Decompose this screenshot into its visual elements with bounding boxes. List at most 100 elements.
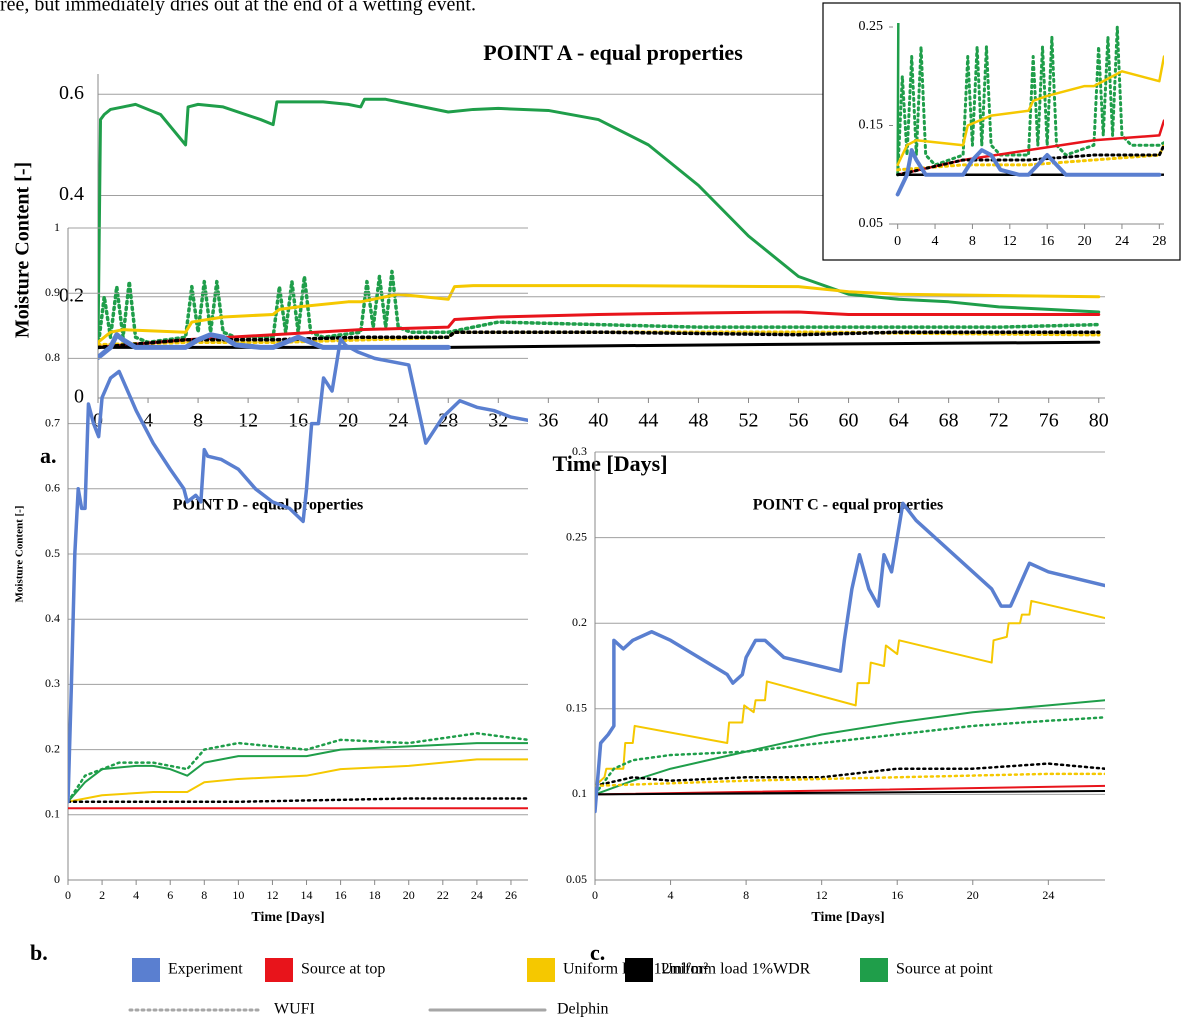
series-line	[68, 732, 528, 804]
x-tick-label: 26	[505, 888, 517, 902]
x-tick-label: 64	[889, 410, 909, 432]
series-line	[68, 742, 528, 803]
y-tick-label: 0.25	[566, 529, 587, 543]
series-line	[896, 143, 1164, 177]
series-line	[595, 716, 1105, 796]
x-tick-label: 16	[891, 888, 903, 902]
series-line	[895, 148, 1162, 197]
x-axis-label: Time [Days]	[552, 451, 667, 476]
x-tick-label: 6	[167, 888, 173, 902]
x-tick-label: 44	[638, 410, 658, 432]
x-tick-label: 2	[99, 888, 105, 902]
legend-label: Delphin	[557, 1001, 609, 1018]
series-line	[595, 501, 1105, 814]
series-line	[896, 55, 1164, 167]
legend-label: WUFI	[274, 1001, 315, 1018]
x-tick-label: 52	[738, 410, 758, 432]
x-tick-label: 20	[338, 410, 358, 432]
x-tick-label: 8	[969, 234, 976, 249]
legend-label: Uniform load 1%WDR	[661, 961, 811, 978]
x-tick-label: 60	[839, 410, 859, 432]
x-tick-label: 20	[403, 888, 415, 902]
legend-label: Source at top	[301, 961, 385, 978]
x-tick-label: 24	[388, 410, 408, 432]
x-tick-label: 4	[133, 888, 139, 902]
x-tick-label: 8	[743, 888, 749, 902]
chart: 00.10.20.30.40.50.60.70.80.910 2 4 6 8 10 12 14…	[14, 220, 528, 965]
x-tick-label: 28	[1152, 234, 1166, 249]
series-line	[896, 143, 1164, 172]
y-tick-label: 0.25	[859, 19, 884, 34]
x-tick-label: 24	[1042, 888, 1054, 902]
x-tick-label: 0	[93, 410, 103, 432]
y-tick-label: 0	[74, 386, 84, 408]
legend-swatch	[132, 958, 160, 982]
series-line	[595, 762, 1105, 788]
y-tick-label: 0.6	[45, 481, 60, 495]
y-tick-label: 0.6	[59, 82, 84, 104]
x-tick-label: 72	[989, 410, 1009, 432]
y-tick-label: 0.8	[45, 350, 60, 364]
series-line	[68, 758, 528, 803]
plot-area	[68, 337, 528, 810]
x-tick-label: 16	[335, 888, 347, 902]
x-tick-label: 8	[193, 410, 203, 432]
plot-area	[98, 97, 1101, 360]
y-tick-label: 0.2	[45, 741, 60, 755]
legend-label: Experiment	[168, 961, 243, 978]
x-tick-label: 14	[301, 888, 313, 902]
x-tick-label: 36	[538, 410, 558, 432]
x-tick-label: 18	[369, 888, 381, 902]
x-tick-label: 22	[437, 888, 449, 902]
x-tick-label: 10	[232, 888, 244, 902]
x-tick-label: 12	[816, 888, 828, 902]
x-tick-label: 16	[1040, 234, 1054, 249]
chart: 00.20.40.60 4 8 12 16 20 24 28 32 36 40 44 48 52 56 60 6…	[12, 40, 1109, 476]
chart-title: POINT C - equal properties	[753, 497, 944, 514]
legend-swatch	[527, 958, 555, 982]
x-tick-label: 4	[143, 410, 153, 432]
series-line	[98, 97, 1101, 349]
y-axis-label: Moisture Content [-]	[14, 506, 26, 603]
inset-frame	[822, 2, 1181, 261]
panel-label: a.	[40, 443, 57, 468]
series-line	[68, 337, 528, 804]
plot-area	[895, 23, 1164, 197]
x-tick-label: 24	[471, 888, 483, 902]
chart: 0.05 0.15 0.25 0 4 8 12 16 20 24 28	[822, 2, 1181, 261]
y-tick-label: 0.3	[45, 676, 60, 690]
y-tick-label: 0.7	[45, 415, 60, 429]
series-line	[896, 119, 1164, 176]
plot-area	[595, 501, 1105, 814]
y-tick-label: 0.3	[572, 444, 587, 458]
y-tick-label: 0.05	[859, 216, 884, 231]
y-tick-label: 0.15	[859, 118, 884, 133]
series-line	[595, 789, 1105, 796]
series-line	[98, 284, 1101, 344]
x-tick-label: 56	[789, 410, 809, 432]
y-tick-label: 1	[54, 220, 60, 234]
y-tick-label: 0.1	[572, 786, 587, 800]
chart: 0.05 0.1 0.15 0.2 0.25 0.3 0 4 8 12 16 20 24 POINT C …	[566, 444, 1105, 965]
panel-label: b.	[30, 940, 48, 965]
panel-label: c.	[590, 940, 605, 965]
y-tick-label: 0.2	[59, 284, 84, 306]
series-line	[595, 699, 1105, 796]
y-tick-label: 0.9	[45, 285, 60, 299]
x-tick-label: 12	[1003, 234, 1017, 249]
series-line	[98, 332, 451, 360]
x-tick-label: 0	[65, 888, 71, 902]
x-tick-label: 40	[588, 410, 608, 432]
x-tick-label: 4	[668, 888, 674, 902]
y-axis-label: Moisture Content [-]	[12, 162, 34, 338]
legend-swatch	[860, 958, 888, 982]
x-tick-label: 12	[266, 888, 278, 902]
legend-swatch	[625, 958, 653, 982]
chart-title: POINT A - equal properties	[483, 40, 743, 65]
series-line	[98, 310, 1101, 349]
x-tick-label: 20	[1078, 234, 1092, 249]
x-tick-label: 48	[688, 410, 708, 432]
